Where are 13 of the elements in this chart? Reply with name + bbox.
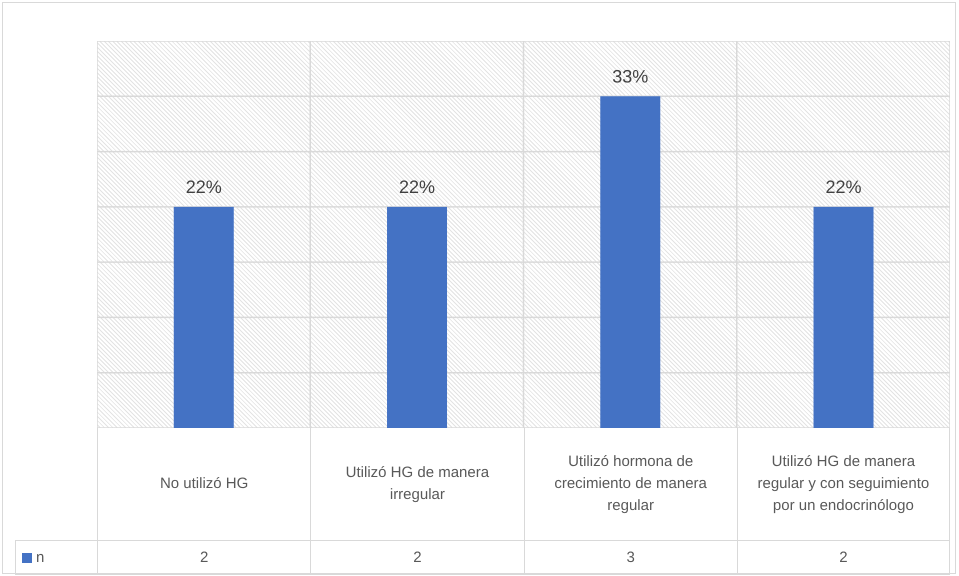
data-label: 22% <box>399 176 436 197</box>
text: 3 <box>524 540 737 575</box>
x-tick-label: Utilizó hormona de crecimiento de manera regular <box>553 452 708 516</box>
text: 2 <box>310 540 524 575</box>
data-label: 22% <box>826 176 862 197</box>
data-label: 33% <box>612 66 648 86</box>
x-tick-label: Utilizó HG de manera irregular <box>344 463 490 505</box>
text: 2 <box>97 540 310 575</box>
data-label: 22% <box>186 176 222 197</box>
x-tick-label: Utilizó HG de manera regular y con seguimiento por un endocrinólogo <box>756 452 930 516</box>
legend-label: n <box>36 548 44 568</box>
x-tick-label: No utilizó HG <box>160 474 248 494</box>
text: 2 <box>736 540 950 575</box>
